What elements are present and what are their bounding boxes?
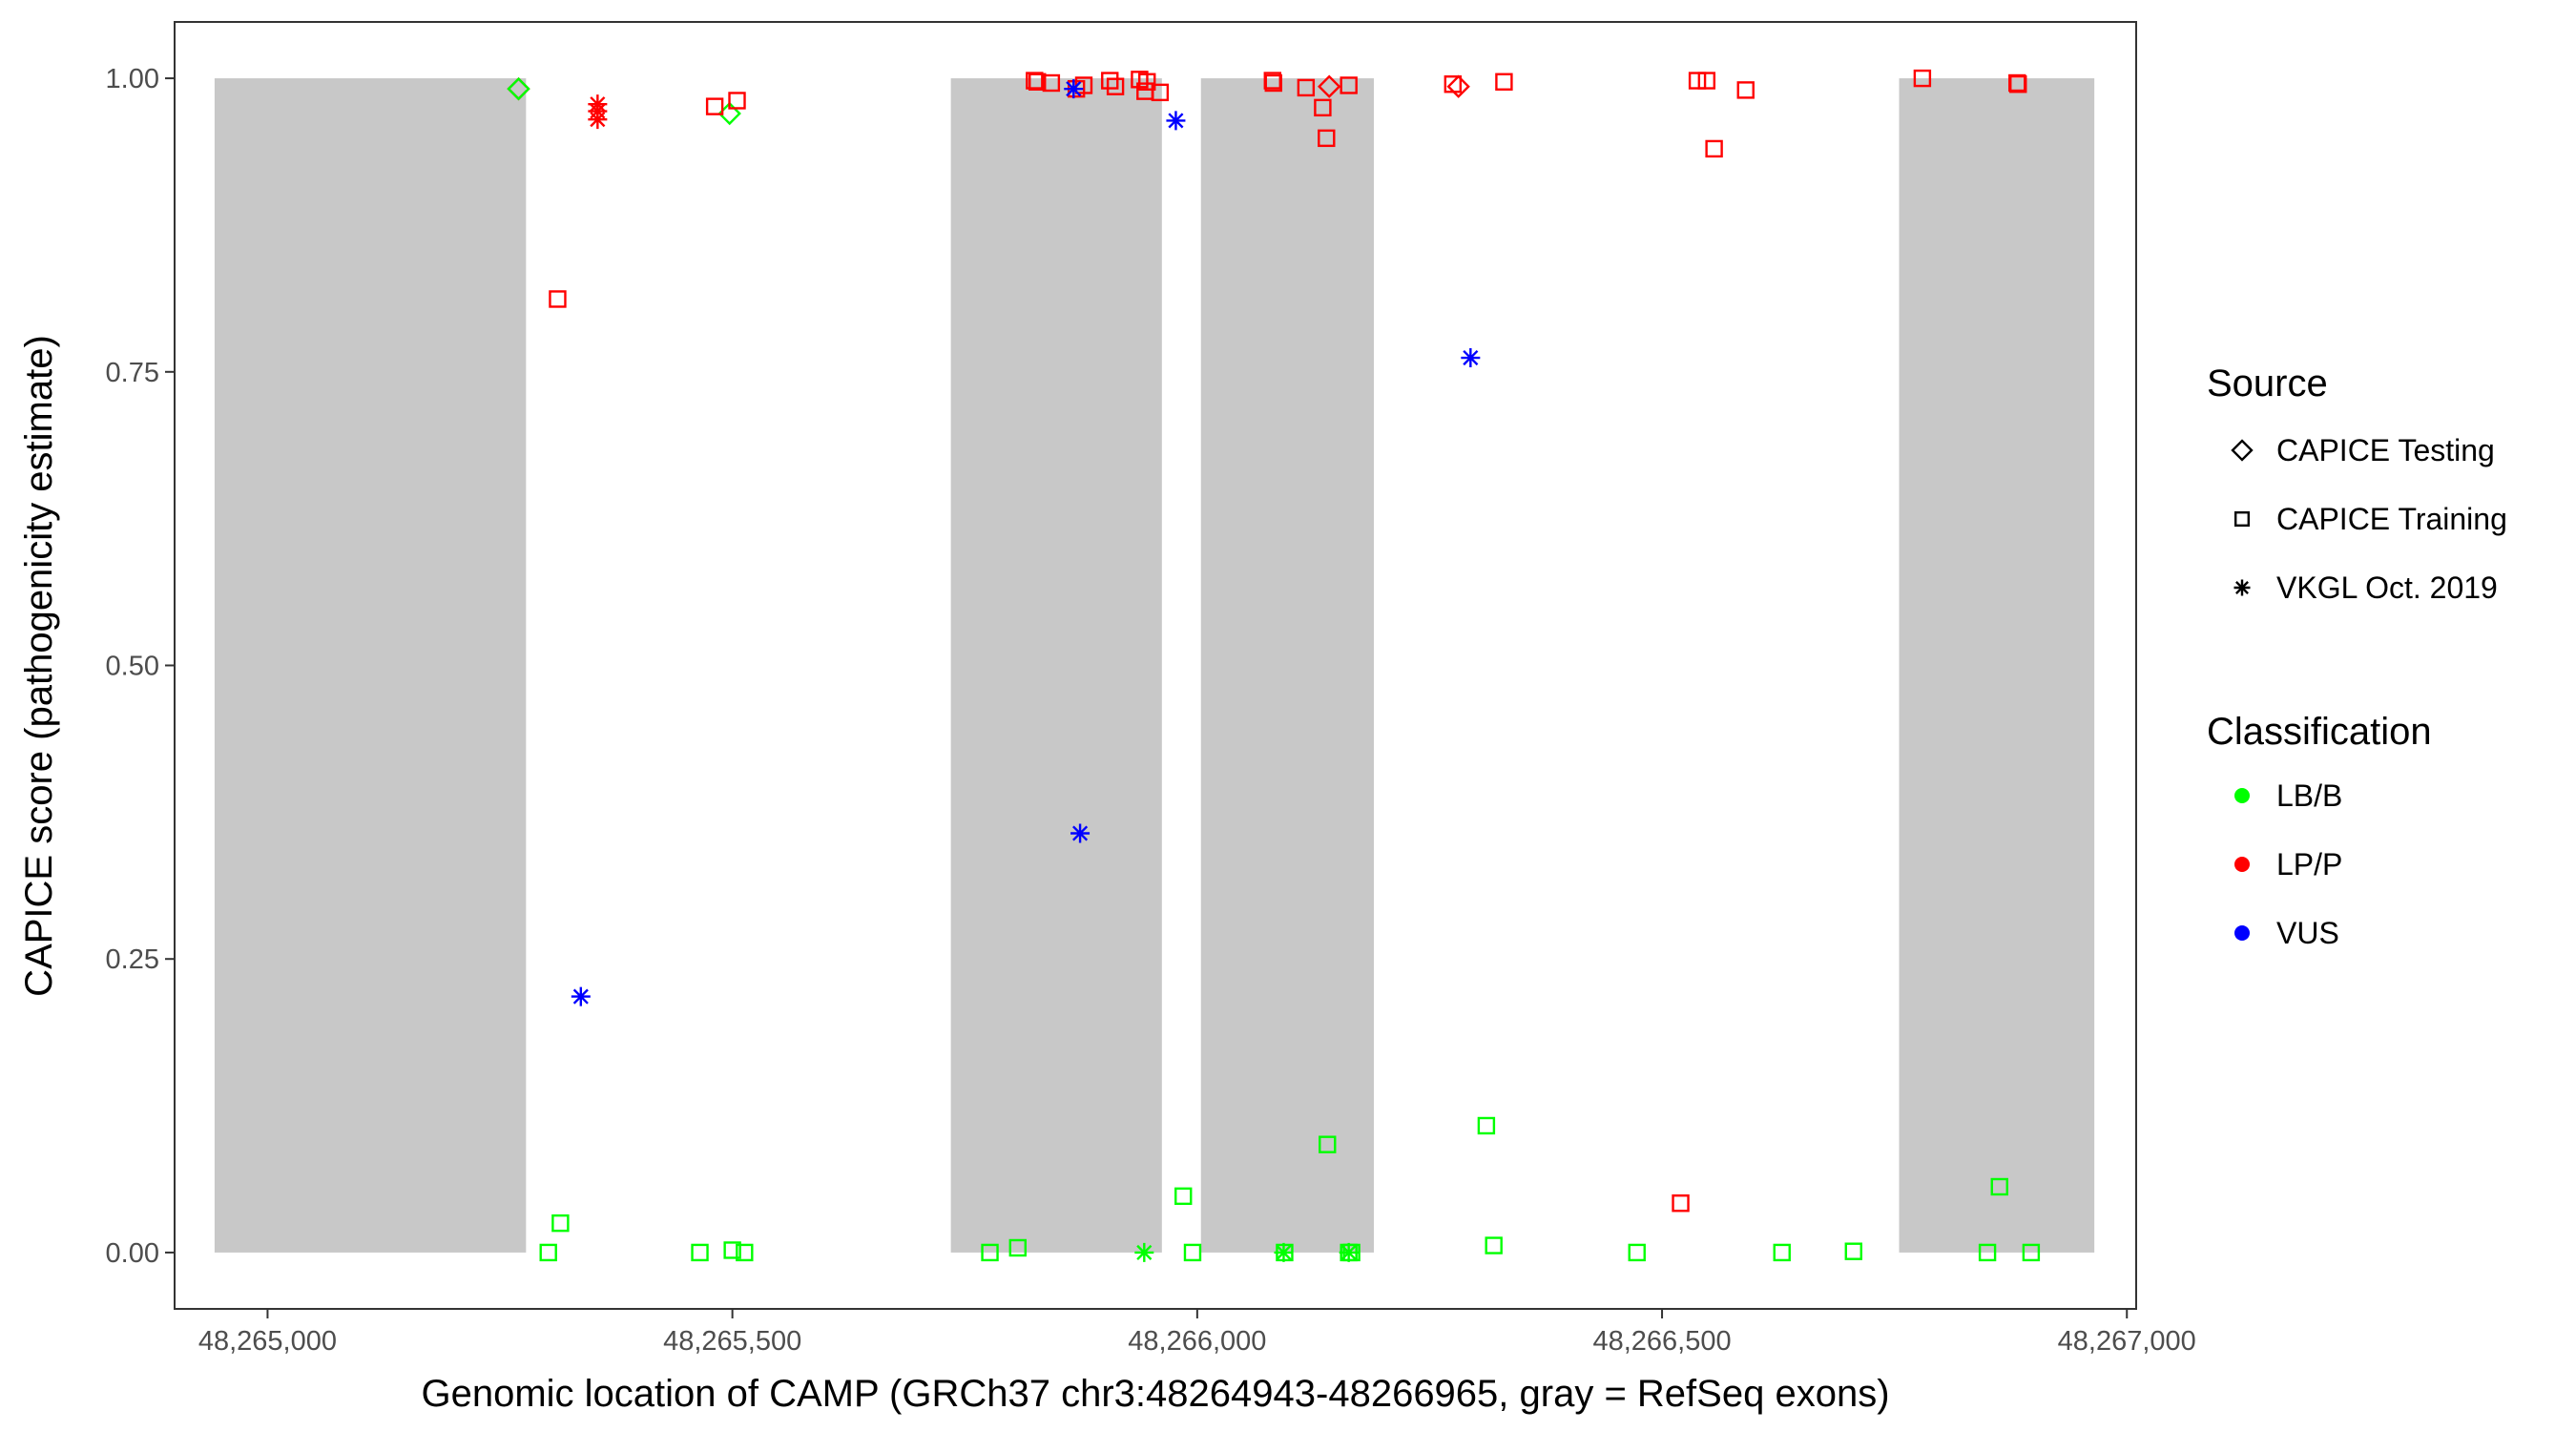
- data-point: [705, 97, 724, 115]
- data-point: [1628, 1243, 1646, 1262]
- legend-key-dot: [2234, 857, 2250, 872]
- data-point: [1318, 129, 1336, 148]
- points-layer: [507, 69, 2041, 1262]
- y-tick-label: 0.75: [106, 358, 159, 388]
- legend-class-label: VUS: [2276, 916, 2339, 950]
- y-axis: 0.00 0.25 0.50 0.75 1.00: [106, 64, 175, 1269]
- data-point: [1297, 78, 1316, 97]
- legend-key-asterisk: [2233, 579, 2251, 596]
- data-point: [1495, 73, 1513, 91]
- data-point: [1318, 74, 1341, 98]
- x-tick-label: 48,266,000: [1128, 1326, 1266, 1357]
- data-point: [1773, 1243, 1791, 1262]
- data-point: [1461, 348, 1481, 368]
- data-point: [1672, 1194, 1690, 1213]
- data-point: [1183, 1243, 1202, 1262]
- y-tick-label: 0.00: [106, 1238, 159, 1269]
- legend-source-items: CAPICE Testing CAPICE Training VKGL Oct. 2…: [2231, 433, 2507, 605]
- data-point: [1844, 1242, 1862, 1260]
- legend-classification-title: Classification: [2207, 711, 2432, 753]
- data-point: [1697, 72, 1716, 90]
- data-point: [1134, 1242, 1154, 1262]
- legend-source-title: Source: [2207, 363, 2328, 404]
- data-point: [1990, 1177, 2008, 1196]
- exon-band: [214, 78, 527, 1253]
- data-point: [549, 290, 567, 308]
- data-point: [1339, 1242, 1359, 1262]
- data-point: [571, 986, 591, 1006]
- exon-layer: [214, 78, 2095, 1253]
- data-point: [1274, 1242, 1294, 1262]
- legend-key-diamond: [2231, 439, 2254, 462]
- data-point: [981, 1243, 999, 1262]
- x-axis-title: Genomic location of CAMP (GRCh37 chr3:48…: [421, 1373, 1889, 1415]
- data-point: [507, 76, 530, 101]
- data-point: [1446, 74, 1470, 98]
- data-point: [1174, 1187, 1193, 1206]
- legend-key-square: [2233, 511, 2250, 528]
- plot-area: [174, 21, 2137, 1310]
- y-tick-label: 1.00: [106, 64, 159, 94]
- x-axis: 48,265,000 48,265,500 48,266,000 48,266,500…: [198, 1309, 2196, 1357]
- data-point: [2022, 1243, 2041, 1262]
- legend-source-label: CAPICE Testing: [2276, 433, 2495, 467]
- data-point: [1151, 83, 1170, 102]
- legend-key-dot: [2234, 925, 2250, 941]
- data-point: [728, 92, 746, 110]
- x-tick-label: 48,265,000: [198, 1326, 337, 1357]
- exon-band: [950, 78, 1162, 1253]
- data-point: [2009, 75, 2027, 93]
- y-tick-label: 0.50: [106, 652, 159, 682]
- data-point: [1138, 73, 1156, 91]
- legend-class-items: LB/B LP/P VUS: [2234, 778, 2342, 950]
- legend-class-label: LB/B: [2276, 778, 2342, 813]
- data-point: [736, 1243, 754, 1262]
- data-point: [1028, 73, 1047, 91]
- exon-band: [1899, 78, 2095, 1253]
- data-point: [1008, 1238, 1027, 1257]
- x-tick-label: 48,265,500: [663, 1326, 801, 1357]
- data-point: [1264, 73, 1282, 93]
- data-point: [551, 1213, 570, 1233]
- data-point: [1042, 73, 1061, 93]
- y-tick-label: 0.25: [106, 944, 159, 975]
- data-point: [1477, 1116, 1496, 1135]
- data-point: [1978, 1243, 1997, 1262]
- data-point: [1070, 823, 1091, 843]
- legend-source-label: CAPICE Training: [2276, 502, 2507, 536]
- data-point: [1064, 79, 1084, 99]
- data-point: [723, 1241, 741, 1259]
- data-point: [1736, 81, 1755, 99]
- data-point: [1106, 77, 1125, 95]
- legend-class-label: LP/P: [2276, 847, 2342, 881]
- data-point: [1026, 72, 1044, 90]
- data-point: [1319, 1135, 1337, 1153]
- data-point: [1485, 1236, 1503, 1255]
- x-tick-label: 48,267,000: [2058, 1326, 2196, 1357]
- data-point: [691, 1243, 709, 1262]
- data-point: [539, 1243, 557, 1262]
- x-tick-label: 48,266,500: [1592, 1326, 1731, 1357]
- y-axis-title: CAPICE score (pathogenicity estimate): [18, 335, 60, 997]
- data-point: [1913, 69, 1932, 88]
- legend-key-dot: [2234, 788, 2250, 803]
- data-point: [1166, 111, 1186, 131]
- data-point: [1314, 98, 1332, 117]
- data-point: [1444, 75, 1463, 93]
- data-point: [1705, 139, 1723, 158]
- data-point: [1340, 76, 1358, 94]
- data-point: [588, 110, 608, 130]
- legend-source-label: VKGL Oct. 2019: [2276, 570, 2498, 605]
- legend: Source CAPICE Testing CAPICE Training VKGL…: [2207, 363, 2507, 950]
- data-point: [1101, 72, 1119, 90]
- exon-band: [1200, 78, 1374, 1253]
- data-point: [1688, 72, 1707, 90]
